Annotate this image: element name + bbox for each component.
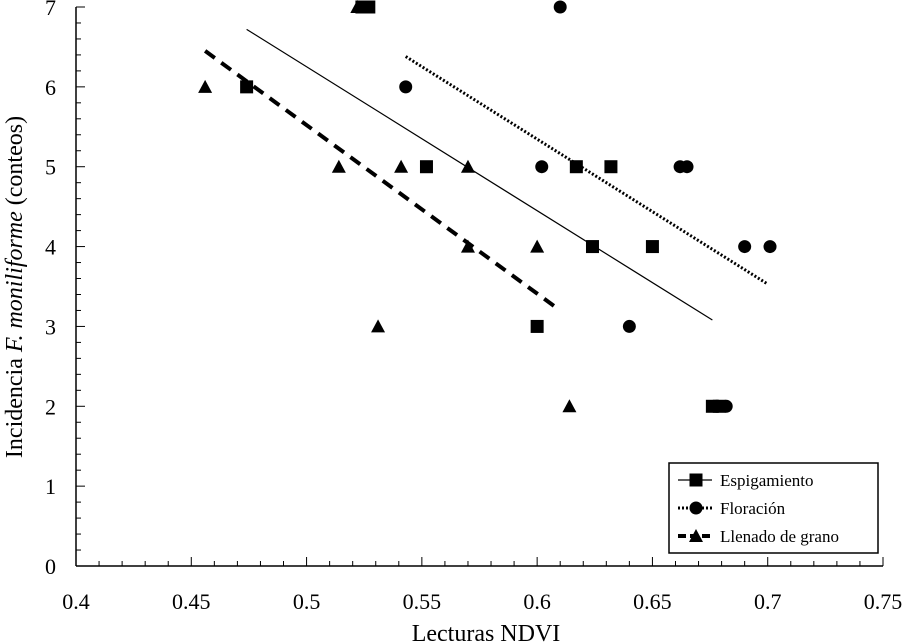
y-tick-label: 4 [45, 235, 56, 260]
point-triangle [371, 319, 386, 333]
fit-line-triangle [203, 49, 562, 313]
point-circle [535, 160, 549, 174]
point-square [585, 240, 599, 254]
legend-marker-circle [689, 501, 703, 515]
point-square [569, 160, 583, 174]
y-tick-label: 5 [45, 155, 56, 180]
point-circle [763, 240, 777, 254]
fit-line-square [246, 28, 713, 321]
point-triangle [350, 0, 365, 13]
point-triangle [331, 159, 346, 173]
point-square [240, 80, 254, 94]
x-tick-label: 0.65 [633, 589, 672, 614]
point-circle [399, 80, 413, 94]
point-circle [710, 399, 724, 413]
legend-marker-square [689, 473, 703, 487]
point-triangle [460, 159, 475, 173]
point-triangle [394, 159, 409, 173]
x-tick-label: 0.4 [62, 589, 90, 614]
y-tick-label: 2 [45, 394, 56, 419]
y-axis-title-species: F. moniliforme [2, 211, 28, 353]
point-square [604, 160, 618, 174]
legend-marker-triangle [689, 529, 703, 542]
y-axis-title-prefix: Incidencia [2, 352, 28, 458]
point-square [645, 240, 659, 254]
legend-label: Espigamiento [720, 471, 813, 490]
point-square [419, 160, 433, 174]
legend: Espigamiento Floración Llenado de grano [668, 462, 879, 554]
point-triangle [198, 79, 213, 93]
y-tick-label: 6 [45, 75, 56, 100]
point-triangle [562, 399, 577, 413]
x-axis-title: Lecturas NDVI [412, 621, 561, 643]
fit-line-circle [404, 55, 769, 286]
legend-label: Floración [720, 499, 786, 518]
y-tick-label: 1 [45, 474, 56, 499]
regression-lines [203, 28, 769, 321]
point-triangle [460, 239, 475, 253]
point-circle [553, 0, 567, 14]
y-tick-label: 0 [45, 554, 56, 579]
point-square [362, 0, 376, 14]
y-axis-title-suffix: (conteos) [2, 116, 28, 211]
point-circle [738, 240, 752, 254]
x-tick-label: 0.5 [293, 589, 321, 614]
y-axis-title: Incidencia F. moniliforme (conteos) [2, 116, 28, 458]
legend-label: Llenado de grano [720, 527, 839, 546]
point-circle [680, 160, 694, 174]
point-square [530, 319, 544, 333]
x-tick-label: 0.45 [172, 589, 211, 614]
data-points [198, 0, 777, 413]
point-triangle [530, 239, 545, 253]
x-tick-label: 0.6 [523, 589, 551, 614]
point-circle [719, 399, 733, 413]
point-circle [622, 319, 636, 333]
x-tick-label: 0.7 [754, 589, 782, 614]
y-tick-label: 3 [45, 314, 56, 339]
x-tick-label: 0.75 [864, 589, 903, 614]
axes: 0.4 0.45 0.5 0.55 0.6 0.65 0.7 0.75 0 1 2 3 4 5 6 7 [45, 0, 902, 614]
y-tick-label: 7 [45, 0, 56, 20]
x-tick-label: 0.55 [403, 589, 442, 614]
